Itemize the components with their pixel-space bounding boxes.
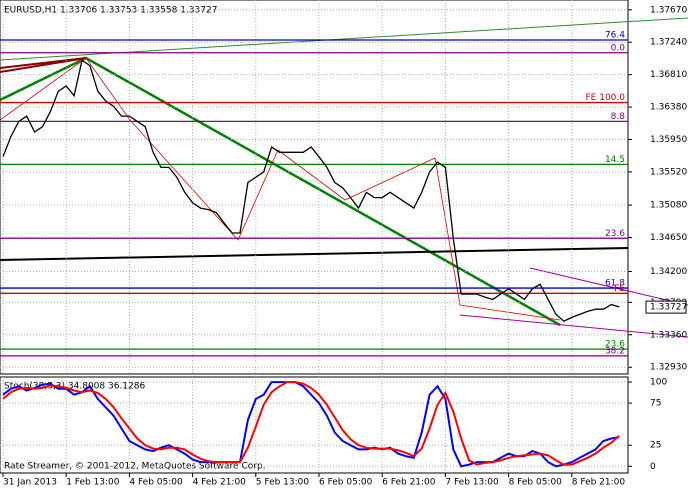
y-tick-label: 1.37240 [650,38,687,48]
price-marker [645,300,687,314]
drawings [0,17,688,338]
series-line [2,381,620,466]
y-tick-label: 1.34200 [650,267,687,277]
level-label: 61.8 [605,279,625,289]
y-tick-label: 75 [650,399,661,409]
y-tick-label: 25 [650,441,661,451]
trend-line [0,247,629,261]
x-tick-label: 4 Feb 21:00 [193,478,247,488]
level-label: FE 100.0 [586,93,626,103]
y-tick-label: 1.36810 [650,70,687,80]
x-tick-label: 1 Feb 13:00 [66,478,120,488]
y-tick-label: 100 [650,378,667,388]
y-tick-label: 1.33360 [650,330,687,340]
y-tick-label: 1.37670 [650,5,687,15]
y-tick-label: 1.35080 [650,201,687,211]
x-tick-label: 8 Feb 05:00 [509,478,563,488]
y-tick-label: 1.35950 [650,135,687,145]
x-tick-label: 5 Feb 13:00 [256,478,310,488]
zigzag [0,57,561,321]
y-tick-label: 1.34650 [650,233,687,243]
x-tick-label: 8 Feb 21:00 [572,478,626,488]
x-tick-label: 7 Feb 13:00 [445,478,499,488]
x-tick-label: 6 Feb 05:00 [319,478,373,488]
x-tick-label: 6 Feb 21:00 [382,478,436,488]
level-label: 76.4 [605,30,625,40]
series-line [2,59,620,322]
x-tick-label: 4 Feb 05:00 [129,478,183,488]
level-label: 23.6 [605,229,625,239]
price-label: 1.33727 [650,303,687,313]
level-label: 23.6 [605,340,625,350]
level-label: 0.0 [611,43,626,53]
level-label: 8.8 [611,112,626,122]
x-tick-label: 31 Jan 2013 [3,478,57,488]
y-tick-label: 0 [650,462,656,472]
y-tick-label: 1.32930 [650,363,687,373]
channel-line [459,314,688,338]
level-label: 14.5 [605,155,625,165]
level-label: 38.2 [605,346,625,356]
channel-line [529,267,688,306]
y-tick-label: 1.35520 [650,167,687,177]
y-tick-label: 1.36380 [650,103,687,113]
copyright: Rate Streamer, © 2001-2012, MetaQuotes S… [4,462,266,472]
chart-title: EURUSD,H1 1.33706 1.33753 1.33558 1.3372… [4,6,217,16]
level-label: FE [614,284,625,294]
stoch-title: Stoch(30,3,3) 34.8008 36.1286 [4,382,145,392]
